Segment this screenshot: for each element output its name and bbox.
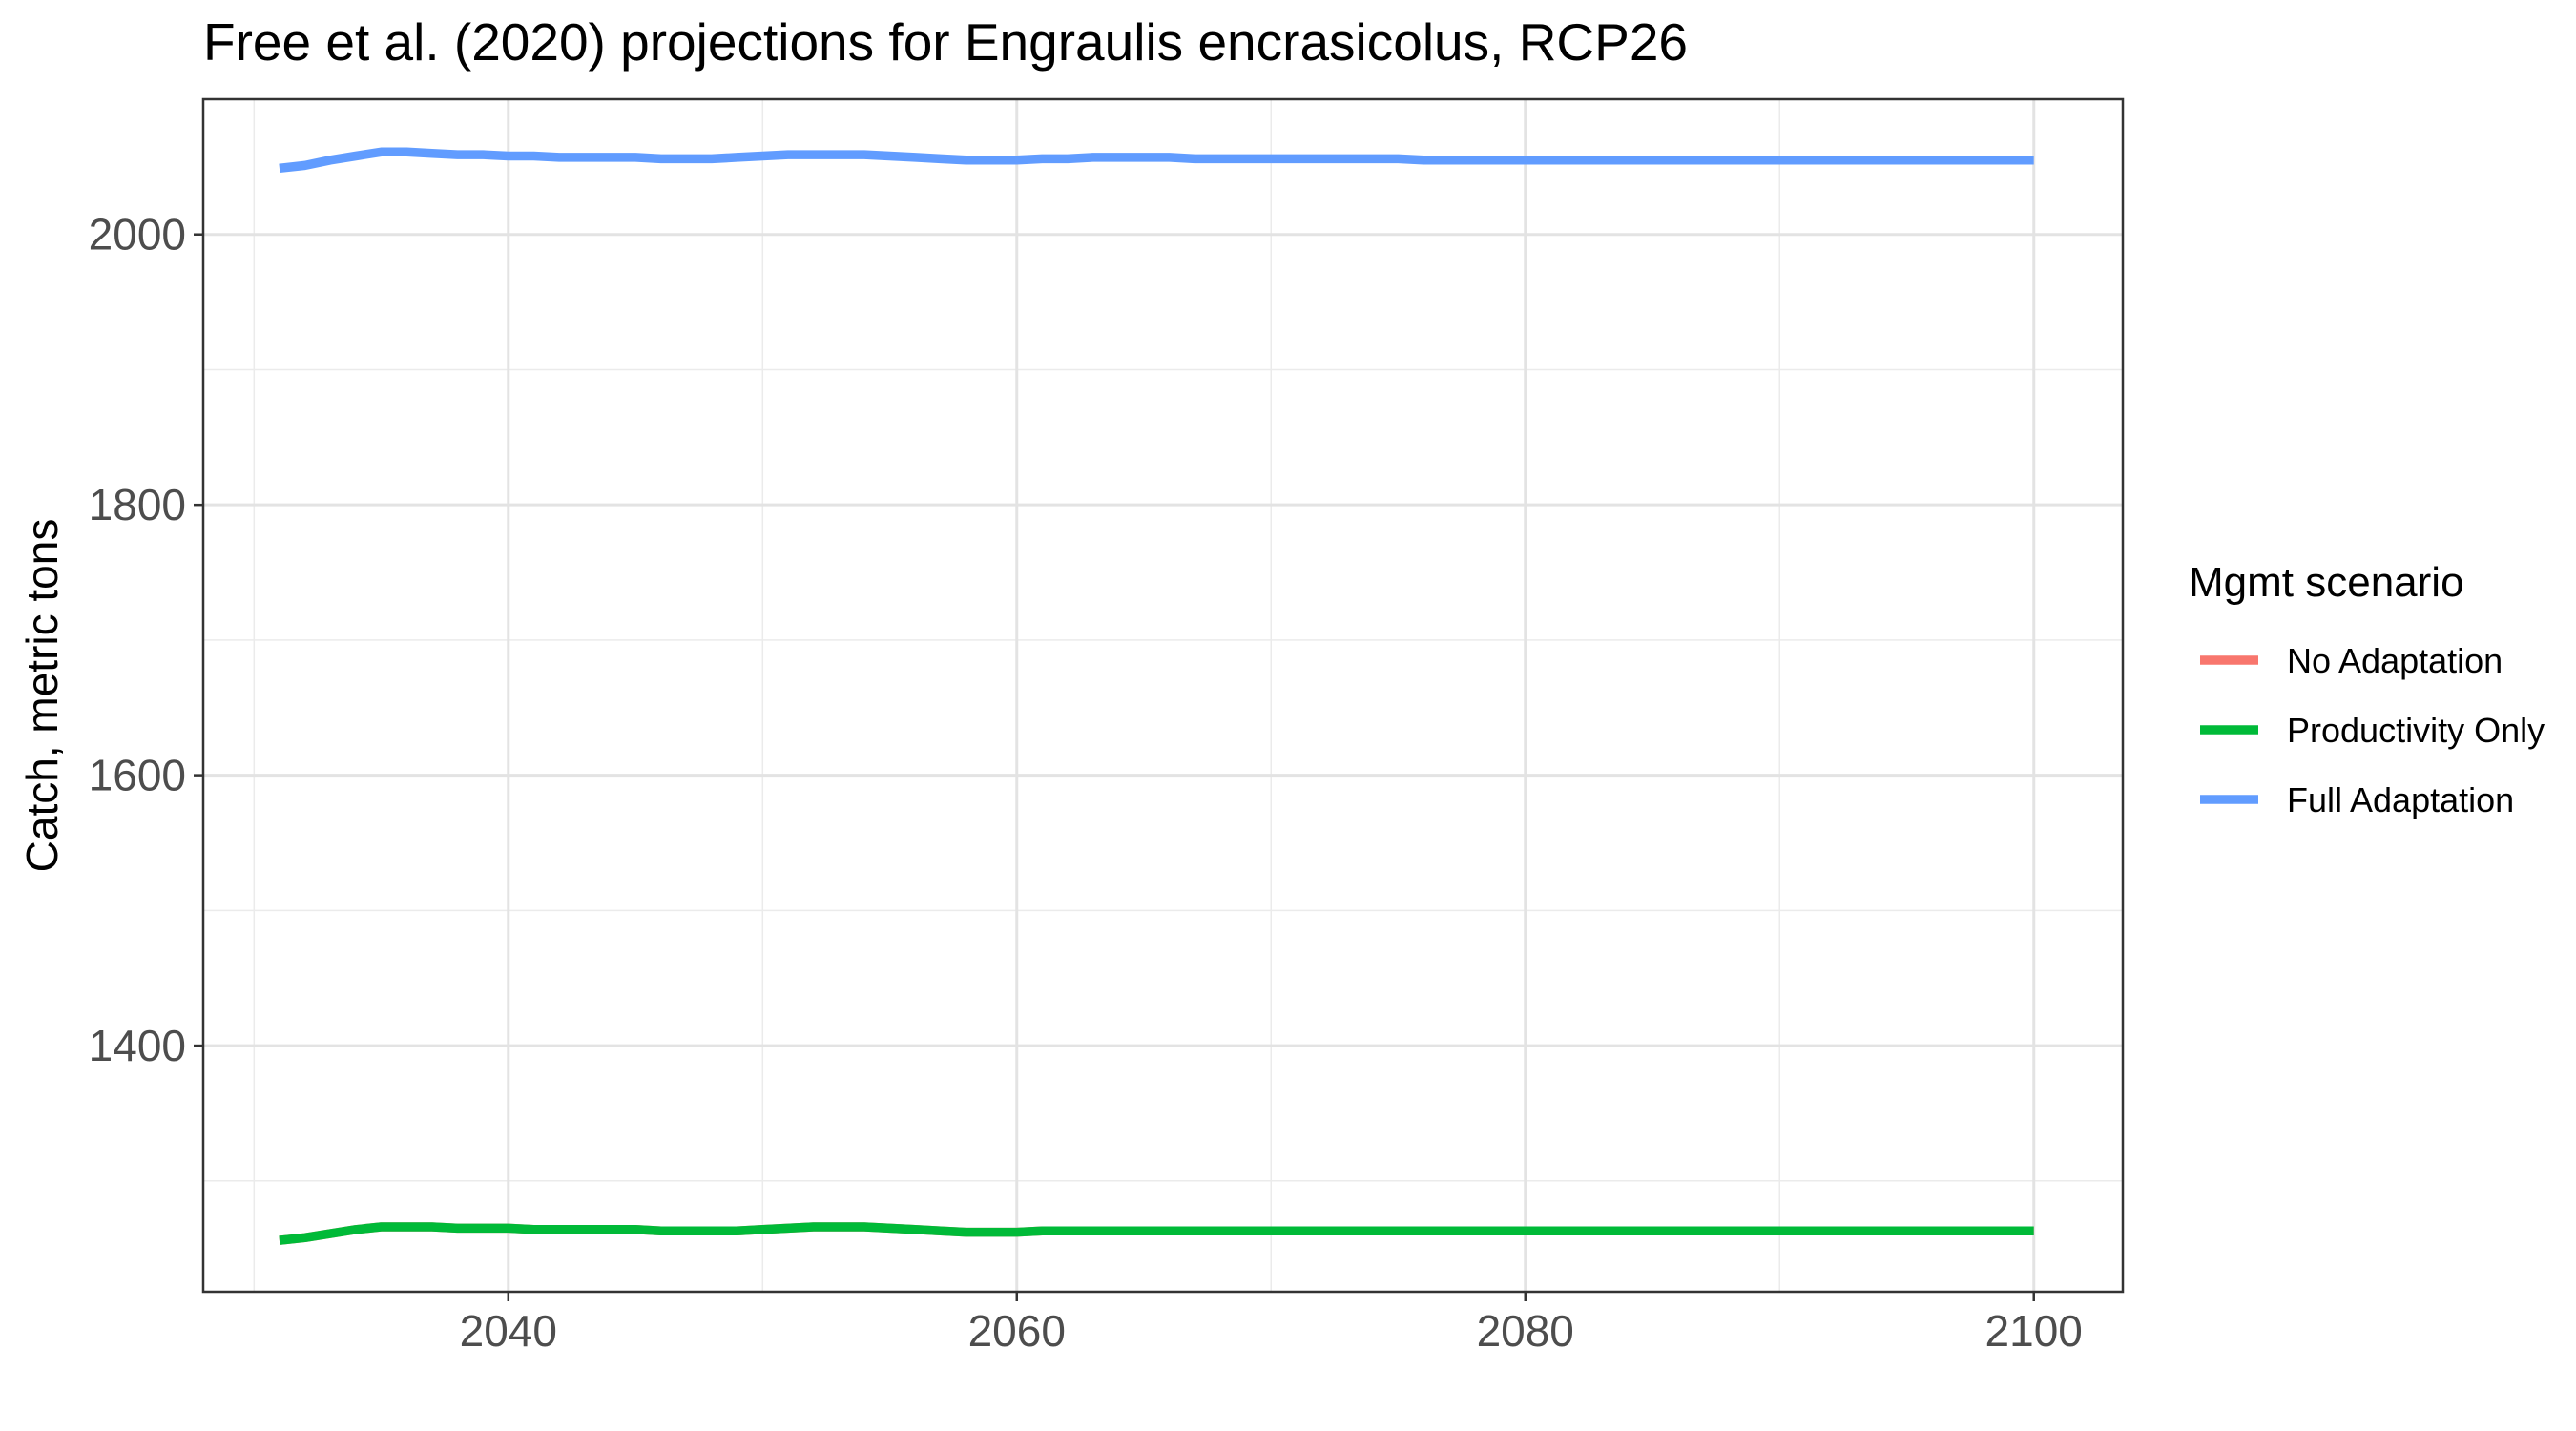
legend-label-productivity-only: Productivity Only — [2287, 711, 2545, 750]
series-line-productivity-only — [279, 1222, 2034, 1245]
y-axis-label: Catch, metric tons — [17, 519, 67, 873]
major-gridlines — [203, 99, 2123, 1292]
series-line-full-adaptation — [279, 147, 2034, 174]
x-tick-label: 2040 — [460, 1306, 557, 1356]
series-lines — [279, 147, 2034, 1245]
legend-label-no-adaptation: No Adaptation — [2287, 641, 2503, 680]
minor-gridlines — [203, 99, 2123, 1292]
y-tick-label: 1800 — [89, 480, 186, 529]
y-axis: 1400 1600 1800 2000 — [89, 210, 203, 1070]
legend: Mgmt scenario No Adaptation Productivity … — [2189, 559, 2545, 819]
y-tick-label: 1400 — [89, 1021, 186, 1070]
x-tick-label: 2080 — [1477, 1306, 1574, 1356]
plot-panel-border — [201, 97, 2125, 1294]
x-axis: 2040 2060 2080 2100 — [460, 1292, 2083, 1356]
legend-label-full-adaptation: Full Adaptation — [2287, 780, 2514, 819]
x-tick-label: 2100 — [1985, 1306, 2083, 1356]
chart-title: Free et al. (2020) projections for Engra… — [203, 12, 1688, 72]
y-tick-label: 2000 — [89, 210, 186, 259]
legend-items: No Adaptation Productivity Only Full Adapt… — [2200, 641, 2545, 819]
x-tick-label: 2060 — [968, 1306, 1066, 1356]
legend-title: Mgmt scenario — [2189, 559, 2464, 606]
y-tick-label: 1600 — [89, 751, 186, 800]
